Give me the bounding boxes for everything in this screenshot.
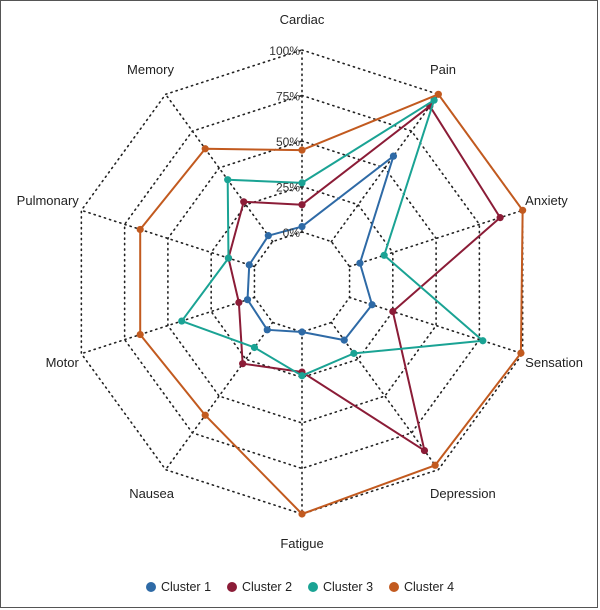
point-cluster-1-pulmonary [245, 261, 253, 269]
legend-item-cluster-3: Cluster 3 [308, 580, 373, 594]
legend-marker-cluster-2 [227, 582, 237, 592]
tick-labels: 0% 25% 50% 75% 100% [269, 44, 300, 240]
point-cluster-3-memory [224, 176, 232, 184]
axis-label-pain: Pain [430, 62, 456, 77]
point-cluster-2-depression [420, 446, 429, 455]
point-cluster-4-cardiac [298, 146, 306, 154]
tick-label-100: 100% [269, 44, 300, 58]
point-cluster-1-motor [243, 296, 252, 304]
point-cluster-3-motor [178, 317, 186, 325]
point-cluster-1-fatigue [298, 328, 306, 336]
point-cluster-4-motor [136, 330, 144, 339]
axis-label-anxiety: Anxiety [525, 193, 568, 208]
point-cluster-3-depression [350, 349, 358, 357]
legend-label-cluster-2: Cluster 2 [242, 580, 292, 594]
tick-label-50: 50% [276, 135, 300, 149]
axis-label-depression: Depression [430, 486, 496, 501]
legend-item-cluster-4: Cluster 4 [389, 580, 454, 594]
point-cluster-2-motor [235, 298, 243, 307]
tick-label-0: 0% [283, 226, 301, 240]
point-cluster-3-anxiety [380, 251, 388, 259]
axis-label-nausea: Nausea [129, 486, 175, 501]
grid-spoke-nausea [164, 321, 274, 471]
point-cluster-1-cardiac [298, 222, 306, 231]
point-cluster-2-anxiety [496, 214, 504, 222]
series-cluster-4 [136, 90, 527, 518]
grid-spoke-pulmonary [80, 209, 256, 268]
point-cluster-1-depression [340, 336, 348, 344]
series-cluster-3 [178, 96, 487, 380]
point-cluster-3-pain [430, 96, 438, 104]
point-cluster-1-sensation [368, 301, 376, 309]
series-line-cluster-4 [139, 93, 524, 515]
point-cluster-4-anxiety [519, 206, 527, 214]
legend-label-cluster-3: Cluster 3 [323, 580, 373, 594]
legend-item-cluster-2: Cluster 2 [227, 580, 292, 594]
point-cluster-3-cardiac [298, 179, 306, 187]
series-cluster-1 [243, 152, 398, 344]
point-cluster-1-nausea [263, 326, 271, 334]
point-cluster-3-sensation [479, 337, 487, 345]
axis-label-sensation: Sensation [525, 355, 583, 370]
point-cluster-1-anxiety [356, 259, 364, 267]
radar-grid [80, 49, 524, 515]
axis-label-fatigue: Fatigue [280, 536, 323, 551]
legend-label-cluster-1: Cluster 1 [161, 580, 211, 594]
axis-label-pulmonary: Pulmonary [17, 193, 80, 208]
legend-label-cluster-4: Cluster 4 [404, 580, 454, 594]
grid-spoke-anxiety [348, 209, 524, 268]
grid-spoke-sensation [348, 296, 524, 355]
axis-label-memory: Memory [127, 62, 174, 77]
point-cluster-4-depression [431, 461, 439, 469]
radar-series [136, 90, 527, 518]
point-cluster-3-nausea [250, 343, 259, 352]
grid-ring-1 [210, 185, 394, 379]
grid-ring-0 [253, 231, 351, 333]
point-cluster-4-sensation [517, 349, 525, 357]
grid-spoke-pain [330, 93, 440, 243]
point-cluster-2-nausea [239, 360, 247, 368]
point-cluster-3-pulmonary [224, 254, 233, 262]
point-cluster-4-fatigue [298, 510, 306, 518]
point-cluster-2-sensation [389, 307, 397, 316]
point-cluster-4-memory [201, 145, 209, 153]
point-cluster-3-fatigue [298, 372, 306, 380]
tick-label-25: 25% [276, 181, 300, 195]
point-cluster-4-nausea [201, 411, 209, 419]
axis-labels: Cardiac Pain Anxiety Sensation Depression Fat… [17, 12, 583, 551]
grid-ring-3 [123, 94, 481, 470]
legend-item-cluster-1: Cluster 1 [146, 580, 211, 594]
legend-marker-cluster-3 [308, 582, 318, 592]
point-cluster-1-memory [264, 232, 272, 240]
grid-spoke-motor [80, 296, 256, 355]
legend-marker-cluster-4 [389, 582, 399, 592]
grid-ring-2 [167, 140, 437, 424]
axis-label-motor: Motor [46, 355, 80, 370]
axis-label-cardiac: Cardiac [280, 12, 325, 27]
legend-marker-cluster-1 [146, 582, 156, 592]
tick-label-75: 75% [276, 90, 300, 104]
point-cluster-4-pain [434, 90, 442, 98]
grid-spoke-memory [164, 93, 274, 243]
point-cluster-2-memory [240, 198, 248, 206]
grid-spoke-depression [330, 321, 440, 471]
point-cluster-2-cardiac [298, 201, 306, 209]
legend: Cluster 1 Cluster 2 Cluster 3 Cluster 4 [146, 580, 454, 594]
point-cluster-4-pulmonary [136, 225, 144, 234]
point-cluster-1-pain [389, 152, 398, 160]
series-line-cluster-1 [246, 155, 395, 342]
